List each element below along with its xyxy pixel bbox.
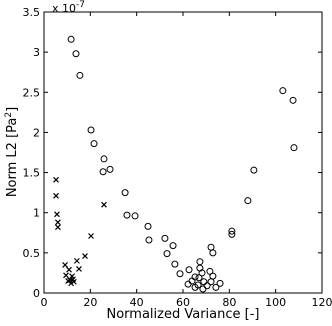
point	[169, 242, 177, 250]
point	[228, 230, 236, 238]
y-tick-label: 3	[33, 46, 40, 59]
exponent: x 10-7	[52, 0, 85, 15]
point	[163, 250, 171, 258]
x-tick-label: 80	[222, 296, 236, 309]
x-tick-label: 40	[130, 296, 144, 309]
point	[90, 140, 98, 148]
point	[67, 35, 75, 43]
point	[87, 126, 95, 134]
point	[121, 189, 129, 197]
point	[100, 155, 108, 163]
point	[54, 224, 61, 231]
point	[176, 270, 184, 278]
x-tick-label: 100	[265, 296, 286, 309]
point	[212, 283, 220, 291]
point	[209, 249, 217, 257]
point	[99, 168, 107, 176]
point	[123, 211, 131, 219]
x-axis-label: Normalized Variance [-]	[107, 307, 260, 322]
point	[228, 227, 236, 235]
point	[184, 280, 192, 288]
point	[144, 222, 152, 230]
y-tick-label: 2.5	[23, 86, 41, 99]
point	[72, 50, 80, 58]
point	[209, 272, 217, 280]
x-tick-label: 20	[83, 296, 97, 309]
point	[101, 201, 107, 208]
point	[199, 285, 207, 293]
y-label-end: ]	[5, 107, 20, 112]
point	[66, 266, 72, 273]
point	[70, 278, 77, 285]
point	[206, 267, 214, 275]
x-tick-label: 120	[312, 296, 332, 309]
point	[131, 212, 139, 220]
point	[88, 233, 94, 239]
x-tick-label: 0	[41, 296, 48, 309]
point	[145, 236, 153, 244]
point	[62, 261, 69, 268]
y-tick-label: 2	[33, 126, 40, 139]
point	[161, 234, 169, 242]
point	[279, 87, 287, 95]
point	[106, 165, 114, 173]
y-tick-label: 1	[33, 207, 40, 220]
y-axis-label: Norm L2 [Pa2]	[4, 107, 20, 197]
exponent-power: -7	[76, 0, 85, 10]
point	[198, 269, 206, 277]
point	[73, 257, 80, 264]
y-tick-label: 0	[33, 287, 40, 300]
y-tick-label: 0.5	[23, 247, 41, 260]
point	[191, 283, 199, 291]
point	[290, 144, 298, 152]
point	[185, 266, 193, 274]
point	[76, 265, 82, 272]
y-label-sup: 2	[4, 112, 14, 118]
x-tick-label: 60	[176, 296, 190, 309]
point	[195, 274, 203, 282]
point	[171, 260, 179, 268]
point	[216, 279, 224, 287]
y-label-text: Norm L2 [Pa	[5, 118, 20, 198]
point	[53, 176, 59, 183]
y-tick-label: 1.5	[23, 167, 41, 180]
point	[53, 192, 59, 199]
exponent-base: x 10	[52, 2, 76, 15]
point	[63, 272, 69, 279]
point	[250, 166, 258, 174]
y-tick-label: 3.5	[23, 6, 41, 19]
point	[76, 71, 84, 79]
point	[289, 96, 297, 104]
point	[68, 280, 75, 287]
point	[82, 253, 88, 259]
point	[54, 211, 60, 218]
point	[54, 219, 61, 226]
point	[244, 197, 252, 205]
